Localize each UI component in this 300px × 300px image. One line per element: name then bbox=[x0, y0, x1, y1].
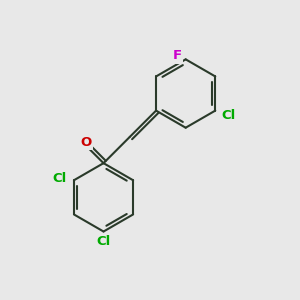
Text: Cl: Cl bbox=[52, 172, 67, 185]
Text: O: O bbox=[81, 136, 92, 148]
Text: Cl: Cl bbox=[221, 109, 236, 122]
Text: Cl: Cl bbox=[96, 235, 111, 248]
Text: F: F bbox=[173, 49, 182, 62]
